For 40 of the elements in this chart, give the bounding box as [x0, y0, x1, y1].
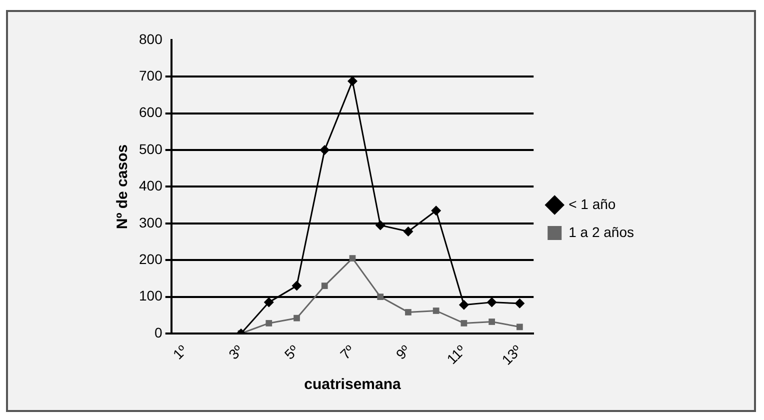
y-axis-title: Nº de casos: [114, 144, 132, 230]
y-tick-label: 0: [154, 324, 163, 340]
point: [292, 280, 302, 291]
point: [294, 314, 300, 322]
legend-label: 1 a 2 años: [568, 224, 634, 240]
point: [377, 294, 384, 300]
y-tick-label: 100: [139, 288, 163, 304]
point: [405, 309, 412, 316]
x-tick-label: 1º: [170, 342, 190, 362]
point: [458, 300, 469, 310]
y-tick-label: 800: [139, 30, 163, 47]
point: [486, 297, 497, 308]
point: [320, 145, 330, 156]
point: [432, 308, 440, 314]
y-tick-label: 600: [139, 104, 163, 120]
point: [488, 318, 495, 325]
point: [264, 297, 274, 308]
x-tick-label: 9º: [392, 342, 414, 362]
y-tick-label: 300: [139, 214, 163, 230]
point: [321, 282, 328, 289]
point: [403, 226, 414, 237]
point: [375, 220, 386, 230]
x-tick-label: 3º: [225, 342, 246, 362]
point: [347, 76, 358, 86]
y-tick-label: 700: [139, 68, 163, 84]
x-tick-label: 5º: [281, 342, 302, 362]
point: [516, 324, 523, 330]
y-tick-label: 400: [139, 178, 163, 194]
point: [349, 255, 356, 262]
x-tick-label: 7º: [336, 342, 358, 362]
legend-label: < 1 año: [568, 196, 616, 212]
point: [514, 298, 525, 308]
x-axis-title: cuatrisemana: [304, 376, 402, 394]
point: [266, 320, 272, 326]
point: [460, 320, 468, 326]
y-tick-label: 200: [139, 250, 163, 267]
point: [431, 206, 442, 216]
y-tick-label: 500: [139, 140, 163, 157]
x-tick-label: 11º: [444, 342, 469, 368]
x-tick-label: 13º: [498, 342, 525, 368]
